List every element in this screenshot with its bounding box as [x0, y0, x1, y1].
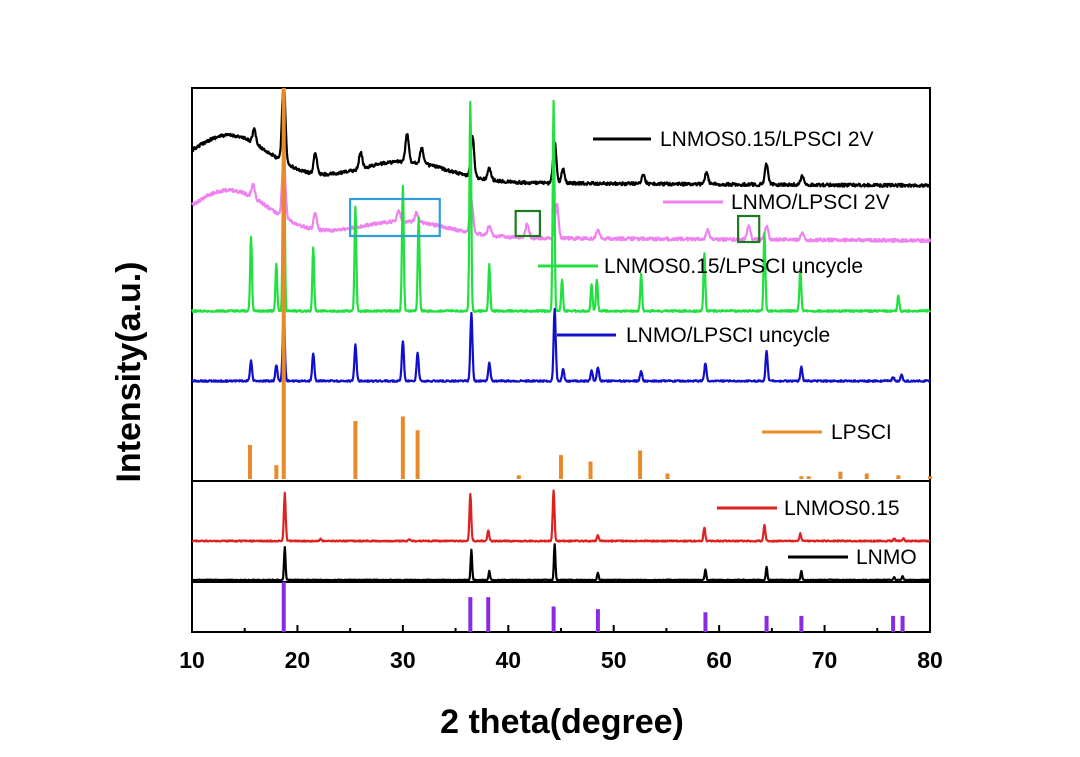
reference-stick	[799, 476, 804, 479]
y-axis-title: Intensity(a.u.)	[110, 261, 148, 482]
x-tick-label: 10	[179, 647, 205, 673]
reference-stick	[551, 606, 556, 632]
reference-stick	[703, 612, 708, 632]
reference-stick	[900, 615, 905, 632]
highlight-box	[349, 197, 441, 238]
x-tick-label: 50	[601, 647, 627, 673]
legend-label: LNMOS0.15/LPSCI 2V	[660, 128, 874, 151]
pattern-lnmo-lpsci-uncycle	[191, 307, 931, 383]
pattern-lnmo-lpsci-2v	[190, 157, 932, 244]
reference-stick	[806, 476, 811, 479]
pattern-lnmos0-15	[191, 489, 931, 543]
reference-stick	[764, 615, 769, 632]
legend-label: LPSCI	[831, 421, 892, 444]
reference-stick	[247, 444, 252, 479]
legend-label: LNMOS0.15/LPSCI uncycle	[604, 255, 863, 278]
reference-stick	[595, 609, 600, 632]
legend-label: LNMO/LPSCI 2V	[731, 191, 890, 214]
reference-stick	[559, 455, 563, 479]
reference-stick	[353, 421, 358, 479]
legend-label: LNMO	[856, 546, 917, 569]
reference-stick	[281, 582, 286, 632]
x-tick-label: 70	[812, 647, 838, 673]
pattern-lnmo	[191, 543, 931, 582]
highlight-box	[737, 214, 761, 244]
x-axis-title: 2 theta(degree)	[440, 703, 684, 741]
pattern-lnmos0-15-lpsci-2v	[190, 87, 932, 188]
reference-stick	[638, 450, 643, 479]
pattern-lnmos0-15-lpsci-uncycle	[191, 89, 932, 313]
reference-stick	[588, 461, 593, 479]
reference-stick	[891, 615, 896, 632]
reference-stick	[516, 475, 521, 479]
reference-stick	[468, 597, 473, 632]
reference-stick	[838, 471, 843, 479]
reference-stick	[281, 88, 286, 479]
legend-label: LNMOS0.15	[784, 497, 900, 520]
x-tick-label: 30	[390, 647, 416, 673]
reference-stick	[665, 473, 670, 479]
x-tick-label: 20	[285, 647, 311, 673]
reference-stick	[415, 430, 420, 479]
x-tick-label: 40	[495, 647, 521, 673]
legend-label: LNMO/LPSCI uncycle	[626, 324, 830, 347]
reference-stick	[864, 473, 869, 479]
highlight-box	[514, 209, 542, 238]
reference-stick	[928, 476, 932, 479]
reference-stick	[799, 615, 804, 632]
x-tick-label: 60	[706, 647, 732, 673]
x-tick-label: 80	[917, 647, 943, 673]
reference-stick	[896, 475, 901, 479]
reference-stick	[400, 416, 405, 479]
reference-stick	[274, 465, 279, 479]
reference-stick	[486, 597, 491, 632]
